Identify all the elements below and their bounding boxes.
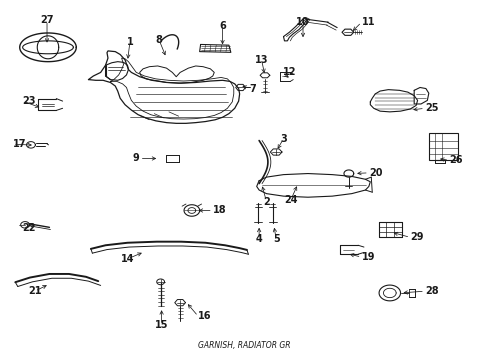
Text: 18: 18 bbox=[212, 206, 226, 216]
Bar bbox=[428, 134, 457, 160]
Text: 26: 26 bbox=[448, 155, 462, 165]
Text: 9: 9 bbox=[133, 153, 140, 163]
Text: 16: 16 bbox=[198, 311, 211, 321]
Text: 19: 19 bbox=[361, 252, 374, 262]
Text: 25: 25 bbox=[424, 103, 438, 113]
Text: 8: 8 bbox=[155, 35, 163, 45]
Text: 11: 11 bbox=[361, 17, 374, 27]
Text: 6: 6 bbox=[219, 21, 225, 31]
Text: 2: 2 bbox=[263, 197, 269, 207]
Text: 13: 13 bbox=[254, 55, 268, 65]
Text: 27: 27 bbox=[40, 15, 54, 26]
Text: 5: 5 bbox=[272, 234, 279, 244]
Text: 23: 23 bbox=[22, 96, 36, 106]
Text: 28: 28 bbox=[424, 286, 438, 296]
Text: 7: 7 bbox=[249, 84, 256, 94]
Text: 1: 1 bbox=[126, 37, 133, 47]
Text: 15: 15 bbox=[155, 320, 168, 330]
Text: 22: 22 bbox=[22, 224, 36, 233]
Text: 4: 4 bbox=[255, 234, 262, 244]
Text: 14: 14 bbox=[121, 254, 134, 264]
Text: 21: 21 bbox=[28, 286, 41, 296]
Text: 3: 3 bbox=[280, 134, 286, 144]
Text: 10: 10 bbox=[296, 17, 309, 27]
Text: 17: 17 bbox=[13, 139, 26, 149]
Text: 24: 24 bbox=[284, 195, 297, 205]
Text: 12: 12 bbox=[282, 67, 295, 77]
Text: 29: 29 bbox=[409, 232, 423, 242]
Text: 20: 20 bbox=[368, 168, 382, 178]
Text: GARNISH, RADIATOR GR: GARNISH, RADIATOR GR bbox=[198, 341, 290, 350]
